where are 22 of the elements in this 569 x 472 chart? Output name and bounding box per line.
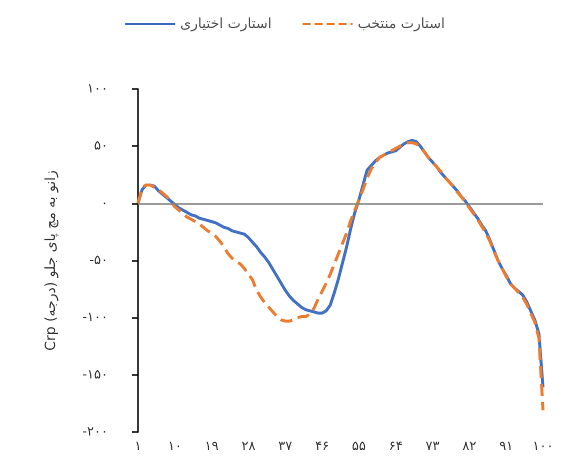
x-tick-label: ۴۶: [315, 439, 330, 454]
y-tick-label: -۲۰۰: [82, 424, 108, 440]
legend-label: استارت منتخب: [358, 16, 445, 32]
x-tick-label: ۱: [134, 439, 142, 454]
y-tick-label: -۵۰: [89, 253, 108, 268]
x-tick-label: ۷۳: [426, 439, 440, 454]
y-tick-label: ۱۰۰: [87, 82, 108, 96]
legend-label: استارت اختیاری: [180, 16, 272, 32]
y-tick-label: -۱۰۰: [82, 310, 108, 326]
y-tick-label: -۱۵۰: [82, 367, 108, 382]
y-tick-label: ۰: [101, 196, 108, 211]
x-tick-label: ۹۱: [499, 439, 514, 454]
x-tick-label: ۶۴: [388, 439, 403, 454]
x-tick-label: ۱۰: [168, 439, 182, 454]
x-tick-label: ۵۵: [352, 439, 366, 454]
x-tick-label: ۲۸: [241, 439, 256, 454]
x-tick-label: ۸۲: [462, 439, 476, 454]
y-axis-title: Crp زانو به مچ پای جلو (درجه): [43, 170, 59, 351]
x-tick-label: ۳۷: [278, 439, 292, 454]
x-tick-label: ۱۹: [204, 439, 219, 454]
y-tick-label: ۵۰: [94, 138, 108, 154]
x-tick-label: ۱۰۰: [532, 439, 554, 454]
